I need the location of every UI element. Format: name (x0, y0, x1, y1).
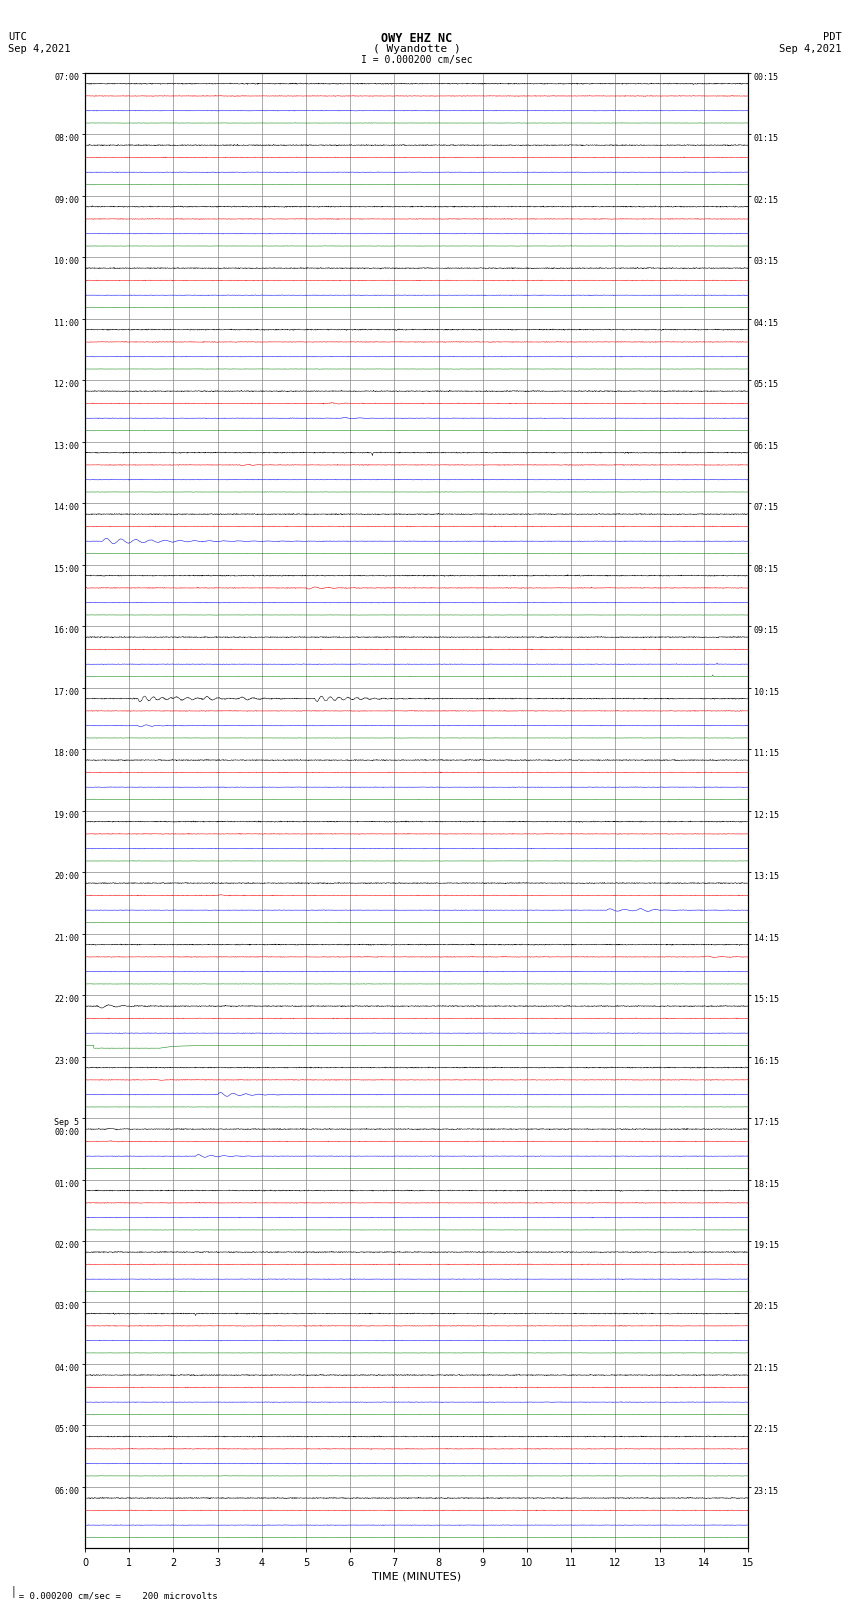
Text: = 0.000200 cm/sec =    200 microvolts: = 0.000200 cm/sec = 200 microvolts (8, 1590, 218, 1600)
Text: ( Wyandotte ): ( Wyandotte ) (372, 44, 461, 53)
Text: Sep 4,2021: Sep 4,2021 (8, 44, 71, 53)
Text: PDT: PDT (823, 32, 842, 42)
Text: OWY EHZ NC: OWY EHZ NC (381, 32, 452, 45)
Text: UTC: UTC (8, 32, 27, 42)
X-axis label: TIME (MINUTES): TIME (MINUTES) (372, 1571, 461, 1582)
Text: │: │ (10, 1586, 16, 1597)
Text: Sep 4,2021: Sep 4,2021 (779, 44, 842, 53)
Text: I = 0.000200 cm/sec: I = 0.000200 cm/sec (360, 55, 473, 65)
